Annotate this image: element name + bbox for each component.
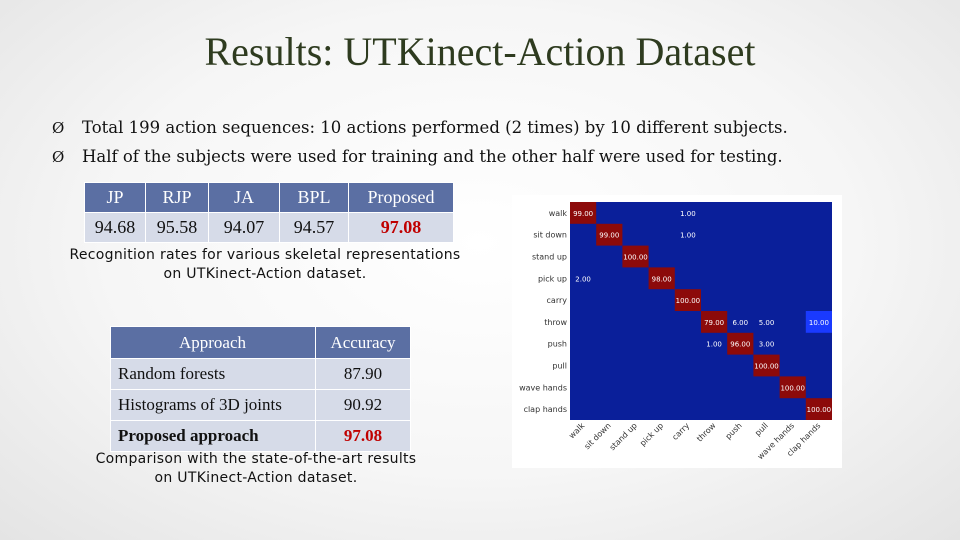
- matrix-cell: [753, 354, 780, 377]
- matrix-cell: [570, 202, 597, 224]
- cell-value: 2.00: [575, 275, 591, 283]
- matrix-cell: [596, 223, 623, 246]
- header-cell: Proposed: [348, 182, 454, 213]
- matrix-cell: [779, 376, 806, 399]
- bullet-text: Total 199 action sequences: 10 actions p…: [82, 118, 788, 137]
- table-header-row: Approach Accuracy: [110, 326, 411, 359]
- row-label: stand up: [532, 253, 567, 262]
- table1-caption: Recognition rates for various skeletal r…: [69, 247, 461, 282]
- value-cell: 94.57: [279, 212, 349, 243]
- cell-value: 99.00: [573, 210, 593, 218]
- row-label: pull: [552, 362, 567, 371]
- cell-value: 3.00: [759, 341, 775, 349]
- header-cell: BPL: [279, 182, 349, 213]
- cell-value: 1.00: [680, 232, 696, 240]
- column-label: walk: [567, 421, 587, 441]
- cell-value: 96.00: [730, 341, 750, 349]
- cell-value: 6.00: [733, 319, 749, 327]
- representation-table: JP RJP JA BPL Proposed 94.68 95.58 94.07…: [84, 182, 454, 243]
- row-label: push: [548, 340, 567, 349]
- cell-value: 100.00: [623, 254, 648, 262]
- arrow-bullet-icon: Ø: [52, 147, 65, 166]
- cell-value: 99.00: [599, 232, 619, 240]
- column-label: push: [724, 421, 744, 441]
- row-label: carry: [547, 296, 568, 305]
- cell-value: 100.00: [780, 384, 805, 392]
- matrix-cell: [674, 289, 701, 311]
- column-label: pick up: [638, 421, 665, 448]
- approach-cell: Random forests: [110, 358, 316, 390]
- confusion-matrix-svg: 99.00 1.00 99.00 1.00 100.00 2.00 98.00 100.00 7…: [519, 202, 832, 461]
- column-label: pull: [753, 421, 770, 438]
- header-cell: Accuracy: [315, 326, 411, 359]
- row-label: pick up: [538, 274, 567, 283]
- matrix-cell: [805, 311, 832, 333]
- bullet-text: Half of the subjects were used for train…: [82, 147, 783, 166]
- value-cell: 95.58: [145, 212, 209, 243]
- cell-value: 1.00: [680, 210, 696, 218]
- accuracy-cell: 97.08: [315, 420, 411, 452]
- cell-value: 1.00: [706, 341, 722, 349]
- cell-value: 100.00: [754, 363, 779, 371]
- header-cell: RJP: [145, 182, 209, 213]
- row-label: throw: [544, 318, 567, 327]
- comparison-table: Approach Accuracy Random forests 87.90 H…: [110, 326, 411, 452]
- matrix-cell: [622, 245, 649, 268]
- arrow-bullet-icon: Ø: [52, 118, 65, 137]
- matrix-cell: [805, 398, 832, 420]
- column-label: carry: [670, 421, 691, 442]
- approach-cell: Histograms of 3D joints: [110, 389, 316, 421]
- cell-value: 5.00: [759, 319, 775, 327]
- table-header-row: JP RJP JA BPL Proposed: [84, 182, 454, 213]
- value-cell: 97.08: [348, 212, 454, 243]
- value-cell: 94.07: [208, 212, 280, 243]
- header-cell: Approach: [110, 326, 316, 359]
- table2-caption: Comparison with the state-of-the-art res…: [95, 451, 417, 486]
- table-row: Proposed approach 97.08: [110, 420, 411, 452]
- bullet-item: Ø Half of the subjects were used for tra…: [52, 142, 788, 171]
- cell-value: 98.00: [652, 275, 672, 283]
- row-label: sit down: [533, 231, 567, 240]
- confusion-matrix: 99.00 1.00 99.00 1.00 100.00 2.00 98.00 100.00 7…: [512, 195, 842, 468]
- column-label: stand up: [608, 421, 639, 452]
- cell-value: 10.00: [809, 319, 829, 327]
- table-row: Random forests 87.90: [110, 358, 411, 390]
- row-label: clap hands: [524, 405, 567, 414]
- bullet-item: Ø Total 199 action sequences: 10 actions…: [52, 113, 788, 142]
- cell-value: 100.00: [807, 406, 832, 414]
- header-cell: JP: [84, 182, 146, 213]
- matrix-cell: [727, 332, 754, 355]
- bullet-list: Ø Total 199 action sequences: 10 actions…: [52, 113, 788, 171]
- accuracy-cell: 90.92: [315, 389, 411, 421]
- approach-cell: Proposed approach: [110, 420, 316, 452]
- matrix-cell: [701, 311, 728, 333]
- table-row: Histograms of 3D joints 90.92: [110, 389, 411, 421]
- matrix-cell: [648, 267, 675, 290]
- table-row: 94.68 95.58 94.07 94.57 97.08: [84, 212, 454, 243]
- row-label: walk: [549, 209, 568, 218]
- slide-title: Results: UTKinect-Action Dataset: [204, 29, 756, 74]
- cell-value: 100.00: [676, 297, 701, 305]
- column-label: throw: [695, 421, 718, 444]
- cell-value: 79.00: [704, 319, 724, 327]
- row-label: wave hands: [519, 383, 567, 392]
- value-cell: 94.68: [84, 212, 146, 243]
- header-cell: JA: [208, 182, 280, 213]
- accuracy-cell: 87.90: [315, 358, 411, 390]
